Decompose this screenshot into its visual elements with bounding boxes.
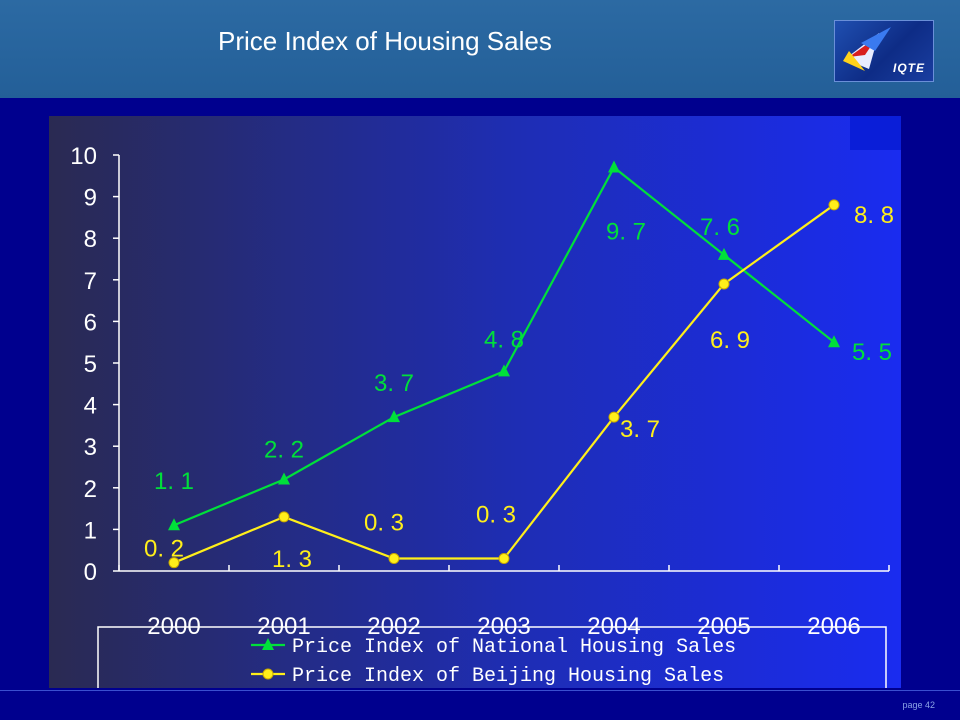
data-point-national (388, 410, 400, 423)
data-label-national: 3. 7 (374, 370, 414, 397)
data-label-national: 7. 6 (700, 214, 740, 241)
legend-label: Price Index of Beijing Housing Sales (292, 665, 724, 688)
data-label-national: 9. 7 (606, 218, 646, 245)
page-title: Price Index of Housing Sales (218, 26, 552, 56)
legend-marker-triangle-icon (262, 638, 274, 650)
y-tick-label: 9 (84, 185, 97, 212)
data-point-national (168, 518, 180, 531)
y-tick-label: 2 (84, 476, 97, 503)
data-point-national (498, 364, 510, 377)
data-label-beijing: 0. 3 (364, 510, 404, 537)
data-label-beijing: 0. 3 (476, 502, 516, 529)
data-point-national (718, 247, 730, 260)
data-point-beijing (718, 278, 730, 290)
legend-marker-circle-icon (262, 668, 274, 680)
data-label-beijing: 8. 8 (854, 202, 894, 229)
data-point-beijing (168, 557, 180, 569)
y-tick-label: 8 (84, 226, 97, 253)
y-tick-label: 1 (84, 517, 97, 544)
y-tick-label: 10 (70, 143, 97, 170)
data-label-national: 2. 2 (264, 436, 304, 463)
data-label-national: 1. 1 (154, 468, 194, 495)
legend-label: Price Index of National Housing Sales (292, 636, 736, 659)
y-tick-label: 7 (84, 268, 97, 295)
chart-panel: 0 1 2 3 4 5 6 7 8 9 10 2000 2001 2002 2003 2004 2005 2006… (49, 116, 901, 690)
iqte-logo: IQTE (834, 20, 934, 82)
header-bar: Price Index of Housing Sales IQTE (0, 0, 960, 98)
data-point-beijing (828, 199, 840, 211)
data-label-beijing: 3. 7 (620, 416, 660, 443)
data-point-national (608, 160, 620, 173)
y-tick-label: 4 (84, 393, 97, 420)
data-label-beijing: 6. 9 (710, 327, 750, 354)
y-tick-label: 0 (84, 559, 97, 586)
y-tick-label: 5 (84, 351, 97, 378)
chart-background (49, 116, 901, 688)
logo-text: IQTE (892, 61, 925, 75)
data-point-beijing (608, 411, 620, 423)
data-point-national (278, 472, 290, 485)
data-point-national (828, 335, 840, 348)
page-number: page 42 (902, 700, 935, 710)
data-label-national: 4. 8 (484, 326, 524, 353)
data-point-beijing (278, 511, 290, 523)
data-point-beijing (388, 553, 400, 565)
logo-arrow-icon (843, 27, 891, 71)
footer-divider (0, 690, 960, 691)
y-tick-label: 6 (84, 309, 97, 336)
data-label-beijing: 1. 3 (272, 546, 312, 573)
data-point-beijing (498, 553, 510, 565)
chart-corner-block (850, 116, 901, 150)
data-label-national: 5. 5 (852, 339, 892, 366)
data-label-beijing: 0. 2 (144, 536, 184, 563)
y-tick-label: 3 (84, 434, 97, 461)
